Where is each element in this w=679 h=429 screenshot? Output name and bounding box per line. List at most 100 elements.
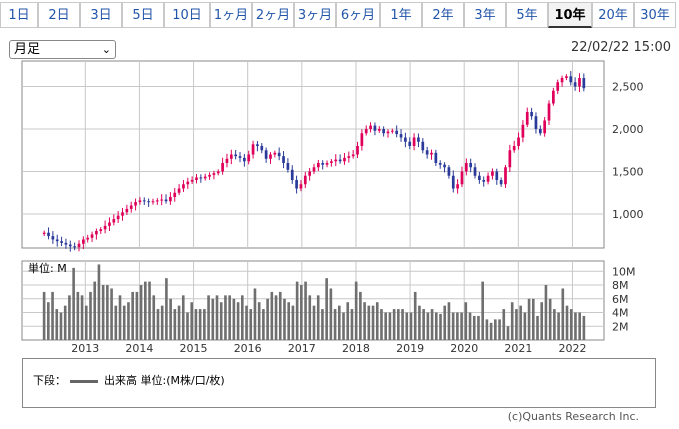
volume-bar xyxy=(523,312,527,340)
volume-bar xyxy=(245,305,248,340)
candle-body xyxy=(538,129,542,134)
volume-bar xyxy=(502,309,506,340)
volume-bar xyxy=(527,298,531,340)
tab-10[interactable]: 2年 xyxy=(422,2,464,28)
candle-body xyxy=(525,112,529,125)
candle-body xyxy=(451,175,455,189)
candle-body xyxy=(473,167,477,176)
candle-body xyxy=(338,159,342,162)
volume-bar xyxy=(186,312,189,340)
candle-body xyxy=(299,184,303,189)
volume-bar xyxy=(160,305,164,340)
volume-bar xyxy=(93,281,97,340)
volume-y-tick-label: 4M xyxy=(612,307,629,320)
candle-period-value: 月足 xyxy=(14,42,41,57)
candle-body xyxy=(151,201,155,203)
volume-bar xyxy=(401,309,404,340)
volume-bar xyxy=(325,278,328,340)
volume-bar xyxy=(392,309,396,340)
volume-bar xyxy=(287,302,291,340)
volume-bar xyxy=(477,315,480,340)
candle-body xyxy=(64,242,68,245)
tab-14[interactable]: 20年 xyxy=(592,2,634,28)
volume-bar xyxy=(434,312,438,340)
volume-bar xyxy=(498,319,501,340)
candle-body xyxy=(569,76,573,83)
volume-bar xyxy=(215,295,219,340)
candle-body xyxy=(260,146,264,151)
x-tick-label: 2019 xyxy=(396,342,424,355)
tab-1[interactable]: 2日 xyxy=(38,2,80,28)
price-y-tick-label: 1,500 xyxy=(612,166,644,179)
x-tick-label: 2021 xyxy=(504,342,532,355)
candle-body xyxy=(121,212,124,216)
volume-bar xyxy=(228,295,231,340)
volume-y-tick-label: 6M xyxy=(612,293,629,306)
volume-bar xyxy=(397,309,400,340)
tab-13[interactable]: 10年 xyxy=(548,2,592,28)
candle-period-select[interactable]: 月足 ⌄ xyxy=(9,40,116,59)
candle-body xyxy=(499,180,503,185)
candle-body xyxy=(369,125,372,129)
candle-body xyxy=(247,154,251,162)
candle-body xyxy=(386,131,390,134)
candle-body xyxy=(73,246,76,248)
candle-body xyxy=(430,152,433,155)
x-tick-label: 2014 xyxy=(125,342,153,355)
volume-bar xyxy=(308,295,312,340)
volume-bar xyxy=(63,305,67,340)
candle-body xyxy=(256,144,259,146)
tab-11[interactable]: 3年 xyxy=(464,2,506,28)
candle-body xyxy=(408,141,412,146)
volume-bar xyxy=(329,288,333,340)
tab-2[interactable]: 3日 xyxy=(80,2,122,28)
candle-body xyxy=(495,171,499,180)
candle-body xyxy=(443,164,446,168)
tab-5[interactable]: 1ヶ月 xyxy=(210,2,252,28)
volume-bar xyxy=(249,309,253,340)
volume-bar xyxy=(194,309,198,340)
volume-bar xyxy=(561,288,565,340)
tab-0[interactable]: 1日 xyxy=(0,2,38,28)
candle-body xyxy=(417,137,420,142)
candle-body xyxy=(286,163,290,170)
price-y-tick-label: 2,500 xyxy=(612,81,644,94)
tab-4[interactable]: 10日 xyxy=(164,2,210,28)
volume-bar xyxy=(51,291,54,340)
candle-body xyxy=(264,150,268,159)
candle-body xyxy=(521,124,525,138)
volume-bar xyxy=(253,288,257,340)
candle-body xyxy=(491,171,494,176)
volume-y-tick-label: 10M xyxy=(612,265,636,278)
volume-bar xyxy=(89,291,92,340)
candle-body xyxy=(295,180,298,189)
x-tick-label: 2015 xyxy=(180,342,208,355)
volume-legend-swatch xyxy=(70,379,98,383)
volume-bar xyxy=(148,281,151,340)
candle-body xyxy=(47,232,50,237)
candle-body xyxy=(195,177,198,180)
tab-15[interactable]: 30年 xyxy=(634,2,676,28)
tab-6[interactable]: 2ヶ月 xyxy=(252,2,294,28)
tab-9[interactable]: 1年 xyxy=(380,2,422,28)
volume-bar xyxy=(262,309,265,340)
candle-body xyxy=(573,82,577,87)
price-y-tick-label: 2,000 xyxy=(612,123,644,136)
x-tick-label: 2017 xyxy=(288,342,316,355)
candle-body xyxy=(517,137,520,146)
candle-body xyxy=(238,156,242,158)
tab-3[interactable]: 5日 xyxy=(122,2,164,28)
tab-7[interactable]: 3ヶ月 xyxy=(294,2,336,28)
candle-body xyxy=(456,184,459,189)
candle-body xyxy=(190,180,194,182)
volume-bar xyxy=(283,298,286,340)
volume-bar xyxy=(59,312,63,340)
candle-body xyxy=(81,239,85,244)
volume-bar xyxy=(257,302,261,340)
tab-12[interactable]: 5年 xyxy=(506,2,548,28)
tab-8[interactable]: 6ヶ月 xyxy=(336,2,380,28)
volume-unit-title: 単位: M xyxy=(28,261,67,275)
volume-bar xyxy=(333,309,337,340)
volume-bar xyxy=(337,305,341,340)
volume-bar xyxy=(380,309,383,340)
